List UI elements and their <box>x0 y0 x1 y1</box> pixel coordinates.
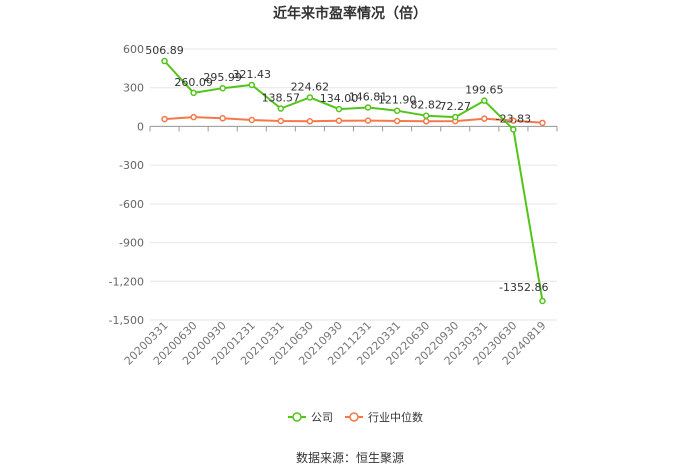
y-tick-label: -900 <box>119 237 144 250</box>
data-label: -23.83 <box>496 113 531 126</box>
data-point <box>510 117 517 124</box>
data-label: 224.62 <box>291 80 330 93</box>
data-point <box>277 117 285 125</box>
data-point <box>277 105 285 112</box>
data-point <box>452 113 459 121</box>
data-label: 72.27 <box>440 100 472 113</box>
data-point <box>422 118 430 125</box>
data-label: 199.65 <box>465 84 504 97</box>
data-label: 295.99 <box>203 71 242 84</box>
data-point <box>481 97 488 104</box>
legend-label: 行业中位数 <box>368 410 423 424</box>
data-point <box>306 118 314 125</box>
data-point <box>219 84 226 92</box>
data-point <box>539 297 546 305</box>
y-tick-label: 0 <box>137 120 144 133</box>
data-label: 321.43 <box>233 68 272 81</box>
data-point <box>422 112 430 119</box>
data-point <box>510 126 517 133</box>
data-point <box>364 104 372 111</box>
y-tick-label: 300 <box>123 82 144 95</box>
data-point <box>190 89 197 97</box>
data-label: 134.00 <box>320 92 359 105</box>
data-label: 260.09 <box>174 76 213 89</box>
legend-marker <box>292 412 302 422</box>
data-point <box>161 115 168 123</box>
data-label: 82.82 <box>410 99 442 112</box>
series-line <box>163 60 544 302</box>
legend-marker <box>349 412 359 422</box>
data-point <box>248 81 255 89</box>
data-point <box>393 107 401 114</box>
data-point <box>219 115 226 122</box>
data-source: 数据来源：恒生聚源 <box>295 451 404 465</box>
data-label: 138.57 <box>262 92 301 105</box>
data-point <box>190 113 197 121</box>
data-label: 121.90 <box>378 94 417 107</box>
y-tick-label: -600 <box>119 198 144 211</box>
data-point <box>481 115 488 122</box>
series-line <box>164 116 543 124</box>
data-point <box>161 57 168 65</box>
data-point <box>393 117 401 125</box>
data-point <box>335 117 343 125</box>
data-point <box>306 94 314 101</box>
data-point <box>248 116 255 124</box>
data-label: -1352.86 <box>499 281 548 294</box>
data-point <box>539 119 546 127</box>
chart-title: 近年来市盈率情况（倍） <box>273 6 427 22</box>
y-tick-label: 600 <box>123 43 144 56</box>
data-point <box>335 105 343 113</box>
y-tick-label: -1,200 <box>109 275 144 288</box>
y-tick-label: -300 <box>119 159 144 172</box>
data-label: 506.89 <box>145 44 184 57</box>
data-point <box>364 117 372 124</box>
y-tick-label: -1,500 <box>109 314 144 327</box>
legend-label: 公司 <box>311 411 333 424</box>
data-label: 146.81 <box>349 90 388 103</box>
